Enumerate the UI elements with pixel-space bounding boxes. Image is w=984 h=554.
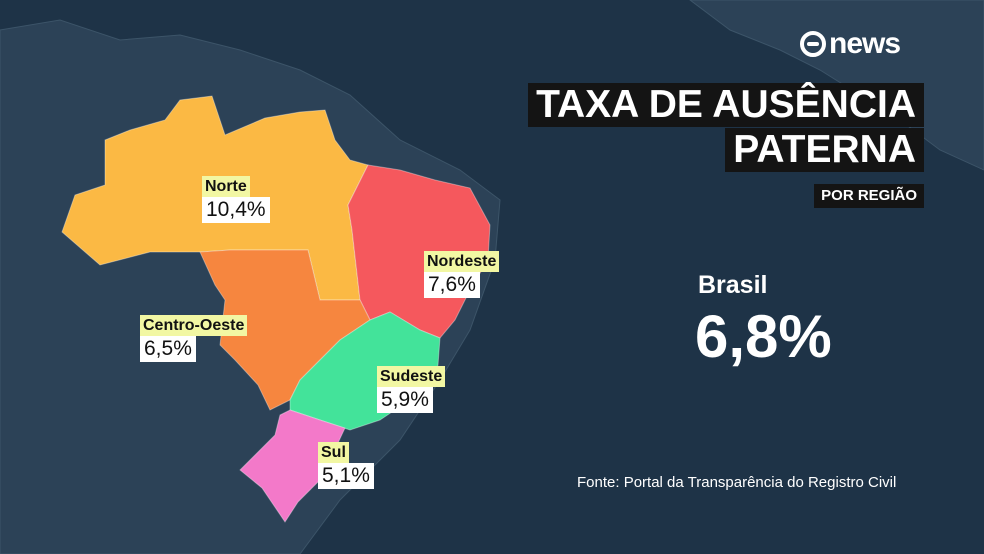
region-name: Sudeste <box>377 366 446 387</box>
label-nordeste: Nordeste 7,6% <box>424 251 500 298</box>
region-value: 7,6% <box>424 272 480 298</box>
source-note: Fonte: Portal da Transparência do Regist… <box>577 474 897 491</box>
region-value: 6,5% <box>140 336 196 362</box>
region-name: Nordeste <box>424 251 500 272</box>
label-sul: Sul 5,1% <box>318 442 374 489</box>
national-value: 6,8% <box>695 303 832 370</box>
region-sul[interactable] <box>239 409 346 523</box>
subtitle: POR REGIÃO <box>814 184 924 208</box>
globonews-logo: news <box>800 27 901 60</box>
label-sudeste: Sudeste 5,9% <box>377 366 446 413</box>
region-name: Sul <box>318 442 349 463</box>
region-value: 10,4% <box>202 197 270 223</box>
title-line-1: TAXA DE AUSÊNCIA <box>528 83 924 127</box>
region-value: 5,1% <box>318 463 374 489</box>
globo-icon <box>800 31 826 57</box>
region-value: 5,9% <box>377 387 433 413</box>
region-name: Norte <box>202 176 250 197</box>
region-name: Centro-Oeste <box>140 315 248 336</box>
title-line-2: PATERNA <box>725 128 924 172</box>
label-centro-oeste: Centro-Oeste 6,5% <box>140 315 248 362</box>
logo-text: news <box>829 27 901 60</box>
label-norte: Norte 10,4% <box>202 176 270 223</box>
national-label: Brasil <box>698 271 768 299</box>
